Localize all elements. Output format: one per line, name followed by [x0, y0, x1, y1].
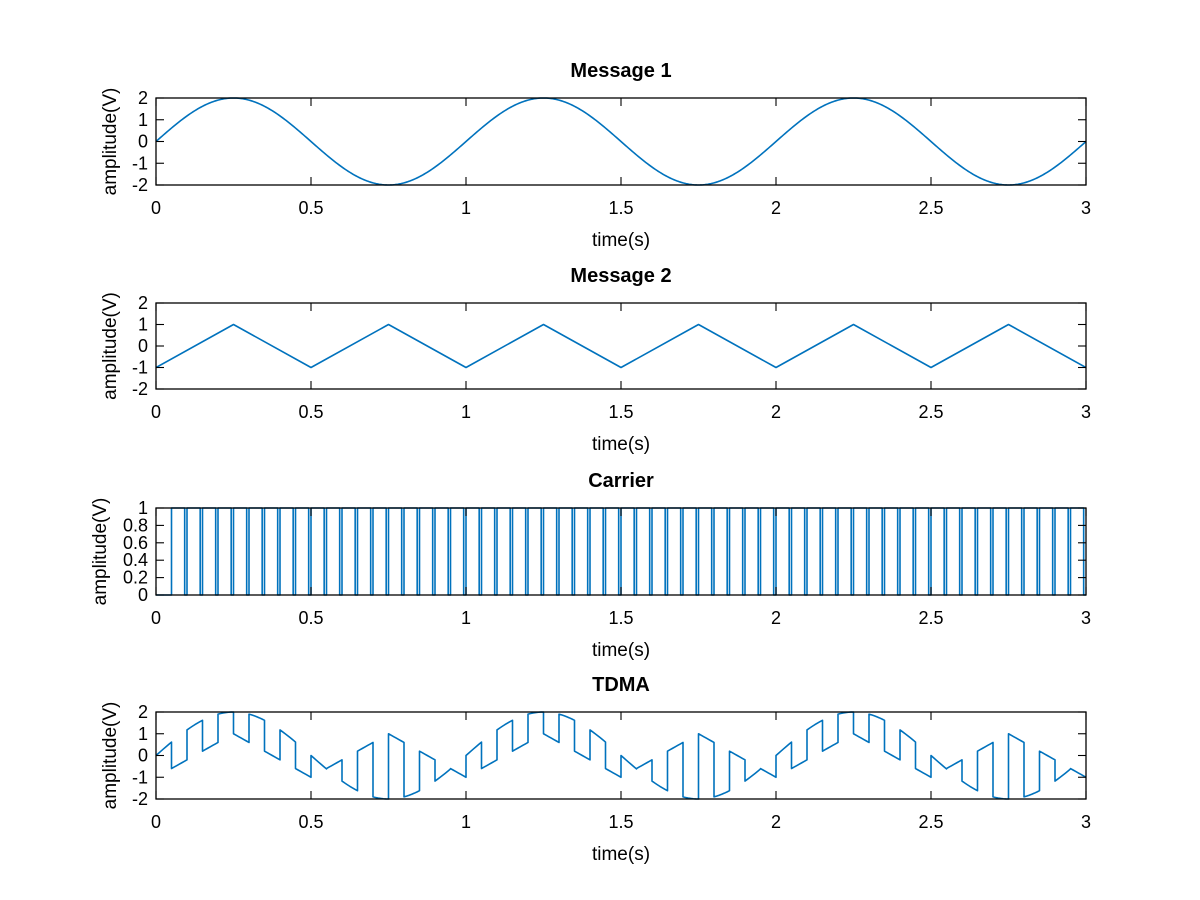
x-tick-label: 0 — [151, 812, 161, 832]
x-tick-label: 1.5 — [608, 402, 633, 422]
x-tick-label: 1 — [461, 812, 471, 832]
y-tick-label: -1 — [132, 153, 148, 173]
x-tick-label: 2.5 — [918, 812, 943, 832]
x-tick-label: 0.5 — [298, 812, 323, 832]
y-tick-label: 2 — [138, 702, 148, 722]
x-tick-label: 3 — [1081, 198, 1091, 218]
y-tick-label: -1 — [132, 767, 148, 787]
chart-title: Message 1 — [570, 60, 671, 82]
y-tick-label: 0 — [138, 746, 148, 766]
x-tick-label: 2.5 — [918, 608, 943, 628]
series-line-3 — [156, 507, 1086, 596]
y-tick-label: 2 — [138, 88, 148, 108]
y-tick-label: 0.2 — [123, 568, 148, 588]
x-axis-label: time(s) — [592, 844, 650, 865]
y-tick-label: 1 — [138, 315, 148, 335]
y-tick-label: -2 — [132, 379, 148, 399]
x-axis-label: time(s) — [592, 230, 650, 251]
y-tick-label: 0.4 — [123, 550, 148, 570]
x-tick-label: 1 — [461, 402, 471, 422]
y-tick-label: 0.8 — [123, 515, 148, 535]
subplot-4: 0 0.5 1 1.5 2 2.5 3-2-1012TDMAtime(s)amplitude… — [100, 674, 1091, 865]
series-line-1 — [156, 97, 1086, 186]
x-tick-label: 1 — [461, 608, 471, 628]
y-axis-label: amplitude(V) — [100, 702, 121, 810]
subplot-3: 0 0.5 1 1.5 2 2.5 300.20.40.60.81Carriertime(s… — [90, 470, 1091, 661]
y-tick-label: 1 — [138, 110, 148, 130]
y-tick-label: 2 — [138, 293, 148, 313]
series-line-4 — [156, 711, 1086, 800]
y-axis-label: amplitude(V) — [100, 88, 121, 196]
y-tick-label: 1 — [138, 498, 148, 518]
x-tick-label: 1.5 — [608, 812, 633, 832]
x-axis-label: time(s) — [592, 434, 650, 455]
y-tick-label: 0 — [138, 585, 148, 605]
x-tick-label: 3 — [1081, 608, 1091, 628]
x-tick-label: 2 — [771, 812, 781, 832]
y-tick-label: 1 — [138, 724, 148, 744]
x-tick-label: 1.5 — [608, 608, 633, 628]
y-tick-label: 0 — [138, 132, 148, 152]
y-axis-label: amplitude(V) — [100, 292, 121, 400]
x-tick-label: 0.5 — [298, 198, 323, 218]
x-tick-label: 0 — [151, 402, 161, 422]
x-tick-label: 2 — [771, 608, 781, 628]
x-tick-label: 1.5 — [608, 198, 633, 218]
x-tick-label: 0 — [151, 198, 161, 218]
chart-title: Carrier — [588, 470, 654, 492]
x-tick-label: 1 — [461, 198, 471, 218]
x-tick-label: 2.5 — [918, 402, 943, 422]
x-tick-label: 3 — [1081, 402, 1091, 422]
x-tick-label: 0.5 — [298, 402, 323, 422]
y-tick-label: -1 — [132, 358, 148, 378]
x-tick-label: 0.5 — [298, 608, 323, 628]
chart-title: TDMA — [592, 674, 650, 696]
axes-frame — [155, 302, 1087, 390]
x-tick-label: 2 — [771, 198, 781, 218]
chart-title: Message 2 — [570, 265, 671, 287]
y-tick-label: -2 — [132, 789, 148, 809]
x-axis-label: time(s) — [592, 640, 650, 661]
x-tick-label: 2 — [771, 402, 781, 422]
y-tick-label: -2 — [132, 175, 148, 195]
y-tick-label: 0.6 — [123, 533, 148, 553]
x-tick-label: 3 — [1081, 812, 1091, 832]
series-line-2 — [156, 323, 1086, 369]
x-tick-label: 0 — [151, 608, 161, 628]
y-axis-label: amplitude(V) — [90, 498, 111, 606]
x-tick-label: 2.5 — [918, 198, 943, 218]
y-tick-label: 0 — [138, 336, 148, 356]
